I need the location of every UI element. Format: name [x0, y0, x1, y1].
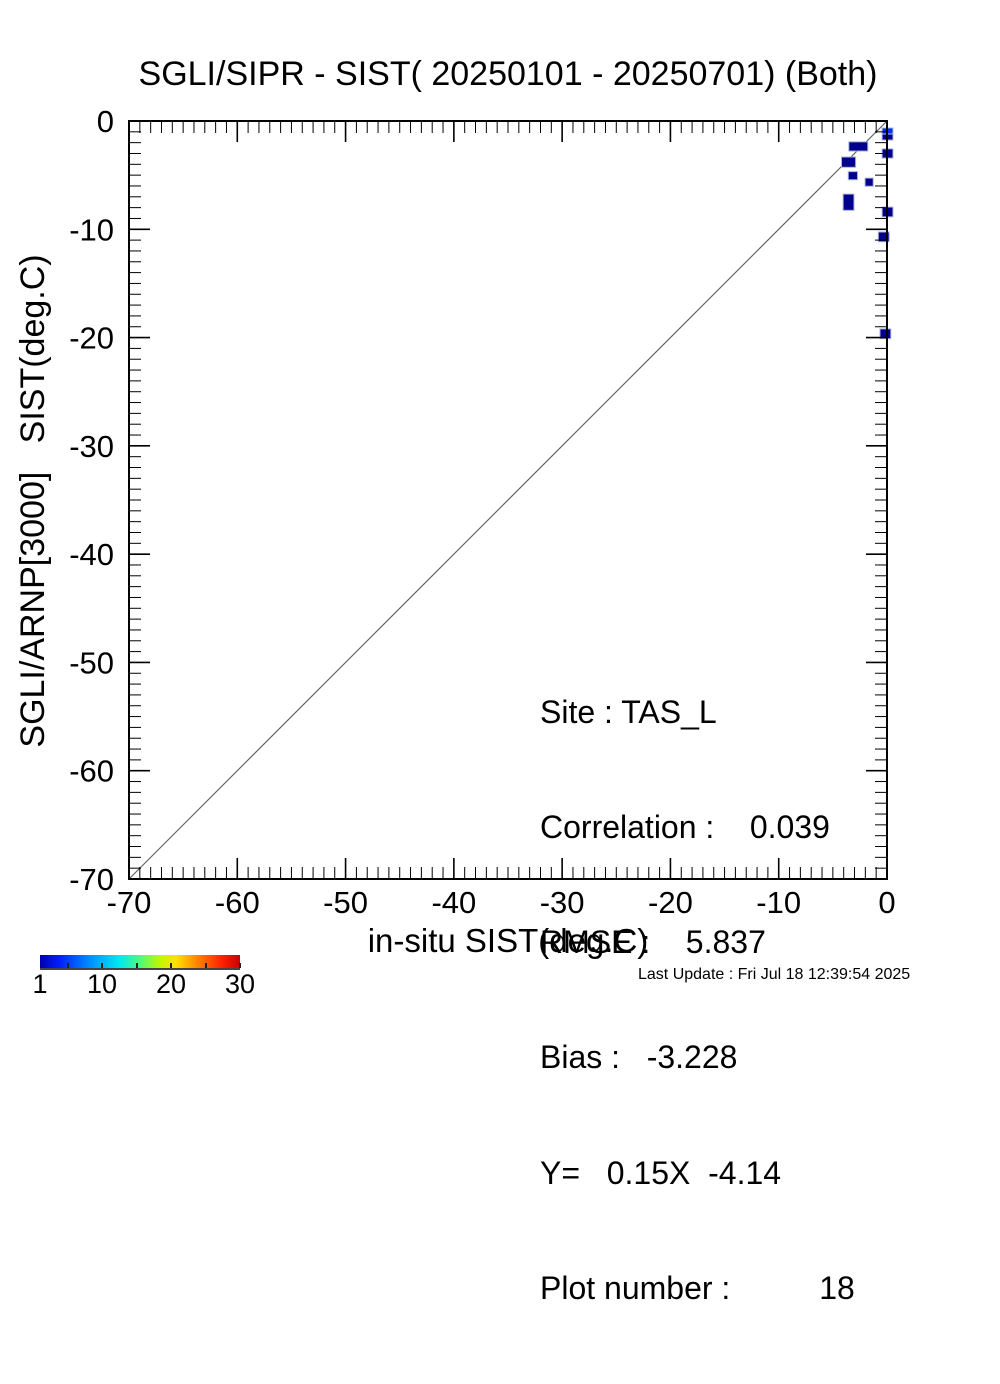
- data-point: [877, 231, 890, 243]
- colorbar-tick-label: 30: [224, 969, 256, 999]
- x-tick-label: -20: [648, 885, 693, 920]
- stats-fit-line: Y= 0.15X -4.14: [540, 1154, 782, 1191]
- data-point: [848, 141, 869, 152]
- data-point: [842, 193, 855, 211]
- x-tick-label: -60: [215, 885, 260, 920]
- colorbar-tick-label: 10: [87, 969, 118, 999]
- x-tick-label: -10: [756, 885, 801, 920]
- data-point: [864, 177, 874, 187]
- last-update-text: Last Update : Fri Jul 18 12:39:54 2025: [638, 966, 911, 983]
- colorbar-tick: [101, 963, 104, 968]
- x-tick-label: -40: [431, 885, 476, 920]
- y-tick-label: -70: [69, 862, 114, 897]
- x-axis-title: in-situ SIST(deg.C): [367, 922, 649, 959]
- plot-border: [128, 120, 888, 880]
- colorbar-tick: [170, 963, 173, 968]
- colorbar-tick: [66, 963, 69, 968]
- y-tick-label: -10: [69, 212, 114, 247]
- colorbar-tick-label: 1: [32, 969, 48, 999]
- x-tick-label: -70: [107, 885, 152, 920]
- y-tick-label: -20: [69, 321, 114, 356]
- data-point: [841, 156, 857, 168]
- stats-block: Site : TAS_L Correlation : 0.039 RMSE : …: [540, 616, 855, 1384]
- stats-plot-number-line: Plot number : 18: [540, 1269, 855, 1306]
- colorbar-tick: [204, 963, 207, 968]
- x-tick-label: 0: [878, 885, 895, 920]
- y-tick-label: -50: [69, 645, 114, 680]
- plot-area: -70 -60 -50 -40 -30 -20 -10 0 0 -10 -20 -30 -40 -50 -6…: [69, 104, 895, 920]
- x-tick-label: -50: [323, 885, 368, 920]
- chart-title: SGLI/SIPR - SIST( 20250101 - 20250701) (…: [138, 55, 878, 93]
- x-tick-label: -30: [540, 885, 585, 920]
- colorbar-tick-label: 20: [156, 969, 187, 999]
- data-point: [879, 328, 892, 340]
- stats-site-line: Site : TAS_L: [540, 693, 717, 730]
- colorbar-tick: [135, 963, 138, 968]
- colorbar-tick: [239, 963, 241, 968]
- identity-line: [128, 120, 888, 880]
- y-tick-label: -30: [69, 429, 114, 464]
- data-point: [847, 171, 858, 181]
- stats-correlation-line: Correlation : 0.039: [540, 809, 830, 846]
- stats-bias-line: Bias : -3.228: [540, 1039, 738, 1076]
- y-tick-label: 0: [97, 104, 114, 139]
- colorbar: [40, 955, 240, 970]
- y-tick-label: -40: [69, 537, 114, 572]
- stats-rmse-line: RMSE : 5.837: [540, 924, 766, 961]
- y-tick-label: -60: [69, 754, 114, 789]
